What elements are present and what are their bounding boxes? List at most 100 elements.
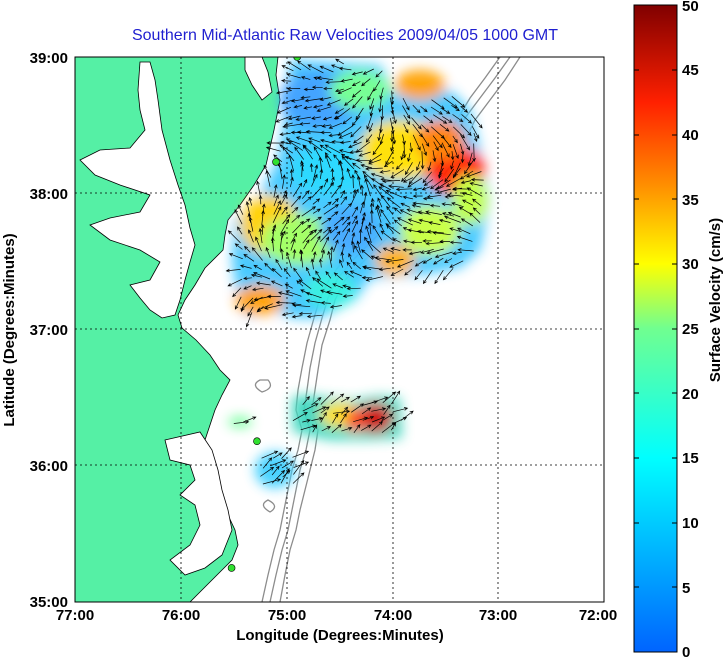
velocity-arrow <box>382 179 401 184</box>
velocity-arrow <box>311 416 324 421</box>
y-axis-label: Latitude (Degrees:Minutes) <box>1 233 18 426</box>
velocity-arrow <box>444 215 462 223</box>
velocity-arrow <box>433 141 439 152</box>
velocity-arrow <box>288 140 303 151</box>
velocity-arrow <box>333 239 339 253</box>
velocity-arrow <box>374 256 392 261</box>
velocity-arrow <box>355 158 371 163</box>
velocity-arrow <box>390 422 397 431</box>
velocity-arrow <box>412 123 423 138</box>
velocity-arrow <box>286 86 301 91</box>
velocity-arrow <box>332 230 341 241</box>
velocity-arrow <box>452 251 463 256</box>
velocity-arrow <box>321 217 332 225</box>
velocity-arrow <box>379 170 391 174</box>
velocity-arrow <box>404 162 413 176</box>
velocity-arrow <box>383 160 393 168</box>
velocity-arrow <box>279 144 293 154</box>
velocity-arrow <box>351 240 355 253</box>
velocity-arrow <box>454 167 461 177</box>
velocity-arrow <box>342 227 350 242</box>
velocity-arrow <box>290 232 298 244</box>
velocity-arrow <box>425 241 444 246</box>
y-tick-label: 38:00 <box>30 186 68 203</box>
velocity-arrow <box>346 167 351 179</box>
velocity-arrow <box>318 258 323 268</box>
velocity-arrow <box>350 188 359 206</box>
colorbar-label: Surface Velocity (cm/s) <box>707 218 724 382</box>
velocity-arrow <box>280 468 290 484</box>
velocity-arrow <box>292 411 308 422</box>
velocity-arrow <box>368 159 382 165</box>
velocity-arrow <box>310 228 323 241</box>
velocity-arrow <box>237 226 243 235</box>
velocity-arrow <box>292 450 310 458</box>
velocity-arrow <box>302 196 312 205</box>
velocity-arrow <box>380 208 391 225</box>
velocity-arrow <box>445 178 461 187</box>
velocity-arrow <box>399 209 413 217</box>
velocity-arrow <box>379 116 383 134</box>
velocity-arrow <box>408 170 422 185</box>
velocity-arrow <box>320 130 331 135</box>
velocity-arrow <box>280 140 291 145</box>
velocity-arrow <box>323 201 332 209</box>
pamlico-sound <box>164 431 233 576</box>
velocity-arrow <box>291 314 302 319</box>
velocity-arrow <box>265 146 281 152</box>
velocity-arrow <box>284 283 293 289</box>
velocity-arrow <box>276 106 292 114</box>
velocity-arrow <box>292 248 297 259</box>
velocity-arrow <box>379 223 385 232</box>
velocity-arrow <box>457 248 474 252</box>
velocity-arrow <box>273 452 283 459</box>
colorbar-tick-label: 0 <box>682 644 690 659</box>
velocity-arrow <box>460 106 469 113</box>
velocity-arrow <box>356 240 361 253</box>
velocity-arrow <box>360 184 364 196</box>
velocity-arrow <box>402 195 413 200</box>
velocity-arrow <box>361 78 371 87</box>
velocity-arrow <box>316 278 332 289</box>
velocity-arrow <box>335 58 344 65</box>
velocity-arrow <box>255 236 262 252</box>
velocity-arrow <box>266 294 281 299</box>
velocity-arrow <box>362 400 378 406</box>
velocity-arrow <box>368 122 374 133</box>
velocity-arrow <box>400 169 414 182</box>
velocity-arrow <box>342 294 353 298</box>
velocity-arrow <box>402 248 412 252</box>
radar-station-marker <box>293 57 301 61</box>
velocity-arrow <box>228 253 243 260</box>
velocity-arrow <box>422 257 433 264</box>
velocity-arrow <box>240 303 245 313</box>
velocity-arrow <box>422 196 433 201</box>
velocity-arrow <box>407 153 411 162</box>
velocity-arrow <box>321 426 331 432</box>
velocity-arrow <box>471 126 480 139</box>
velocity-arrow <box>364 178 371 197</box>
velocity-arrow <box>451 202 464 208</box>
velocity-arrow <box>442 116 453 123</box>
velocity-arrow <box>380 413 394 422</box>
velocity-arrow <box>433 257 444 265</box>
velocity-arrow <box>340 413 347 424</box>
velocity-arrow <box>342 116 353 125</box>
velocity-arrow <box>390 132 394 143</box>
velocity-arrow <box>311 173 318 187</box>
velocity-arrow <box>354 169 361 180</box>
velocity-arrow <box>429 203 441 208</box>
velocity-arrow <box>287 115 301 121</box>
velocity-arrow <box>433 114 448 124</box>
velocity-arrow <box>458 206 472 215</box>
velocity-arrow <box>257 303 273 311</box>
velocity-arrow <box>361 407 372 415</box>
velocity-arrow <box>430 179 444 190</box>
velocity-arrow <box>279 231 284 251</box>
velocity-arrow <box>340 190 345 199</box>
velocity-arrow <box>375 70 383 78</box>
velocity-arrow <box>380 230 395 242</box>
velocity-arrow <box>326 290 343 295</box>
velocity-arrow <box>292 220 304 234</box>
velocity-arrow <box>251 247 263 261</box>
